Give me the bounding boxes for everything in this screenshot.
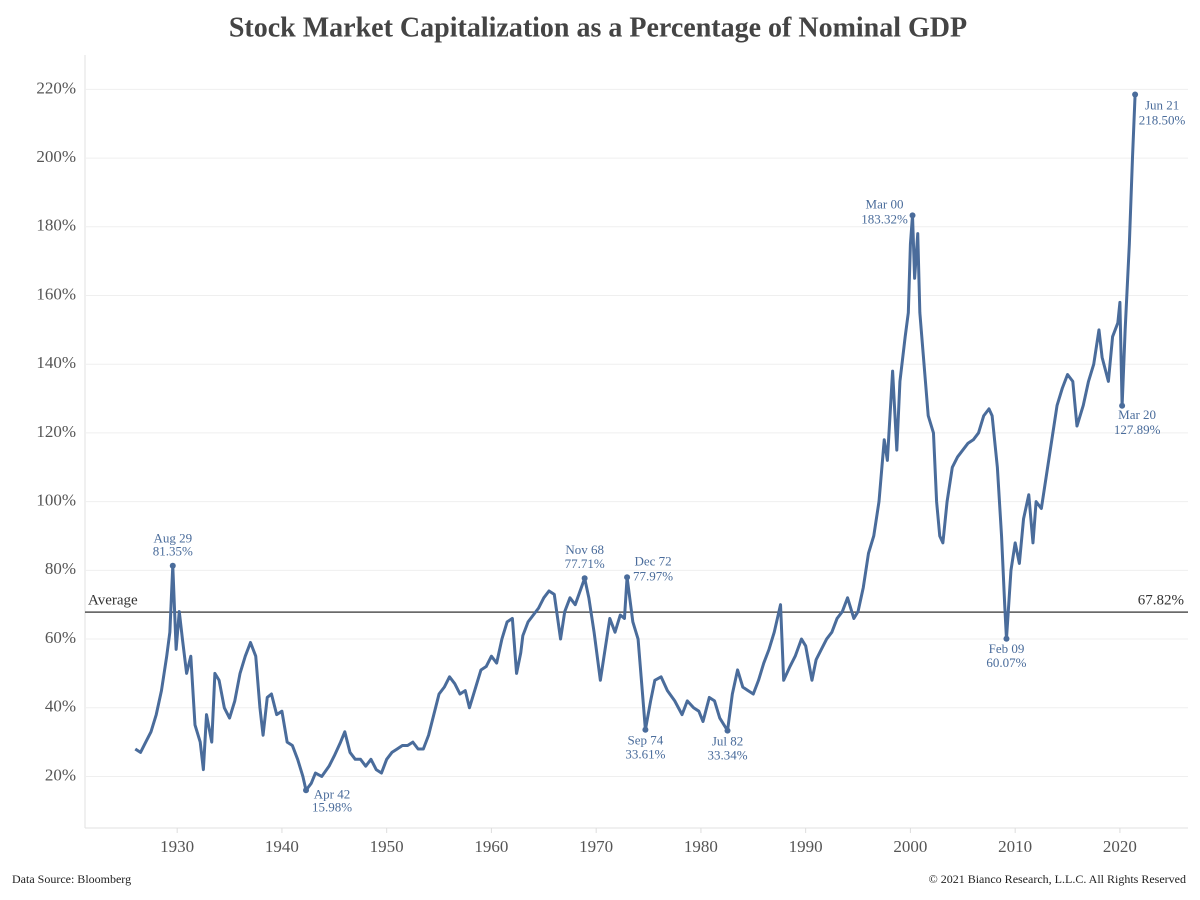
chart-title: Stock Market Capitalization as a Percent… <box>229 12 967 43</box>
y-tick-label: 20% <box>45 765 76 784</box>
average-label: Average <box>88 593 138 609</box>
copyright-note: © 2021 Bianco Research, L.L.C. All Right… <box>929 872 1186 886</box>
annotation-value: 81.35% <box>153 544 193 559</box>
annotation-value: 33.61% <box>625 747 665 762</box>
x-tick-label: 2010 <box>998 837 1032 856</box>
annotation-point <box>581 575 588 582</box>
annotation-point <box>724 727 731 734</box>
x-tick-label: 1980 <box>684 837 718 856</box>
annotation-date: Apr 42 <box>314 786 350 801</box>
x-tick-label: 1970 <box>579 837 613 856</box>
annotation-date: Aug 29 <box>153 531 192 546</box>
annotation-date: Jun 21 <box>1145 97 1179 112</box>
annotation-value: 15.98% <box>312 799 352 814</box>
y-tick-label: 220% <box>36 78 76 97</box>
annotation-value: 77.71% <box>565 556 605 571</box>
annotation-point <box>303 787 310 794</box>
y-tick-label: 160% <box>36 284 76 303</box>
y-tick-label: 60% <box>45 628 76 647</box>
x-tick-label: 1940 <box>265 837 299 856</box>
annotation-date: Feb 09 <box>989 641 1025 656</box>
x-tick-label: 1960 <box>474 837 508 856</box>
annotation-point <box>909 212 916 219</box>
x-tick-label: 1950 <box>370 837 404 856</box>
y-tick-label: 40% <box>45 697 76 716</box>
x-tick-label: 2000 <box>893 837 927 856</box>
annotation-point <box>624 574 631 581</box>
annotation-value: 77.97% <box>633 568 673 583</box>
source-note: Data Source: Bloomberg <box>12 872 131 886</box>
y-tick-label: 200% <box>36 147 76 166</box>
annotation-date: Mar 20 <box>1118 407 1156 422</box>
annotation-point <box>1003 635 1010 642</box>
annotation-point <box>642 726 649 733</box>
annotation-point <box>1119 402 1126 409</box>
annotation-value: 33.34% <box>707 748 747 763</box>
x-tick-label: 1930 <box>160 837 194 856</box>
y-tick-label: 80% <box>45 559 76 578</box>
average-value-label: 67.82% <box>1138 593 1184 609</box>
annotation-date: Jul 82 <box>712 734 743 749</box>
annotation-date: Sep 74 <box>628 733 664 748</box>
annotation-value: 127.89% <box>1114 422 1161 437</box>
annotation-date: Nov 68 <box>565 542 604 557</box>
y-tick-label: 180% <box>36 216 76 235</box>
annotation-date: Mar 00 <box>866 196 904 211</box>
annotation-point <box>1132 91 1139 98</box>
y-tick-label: 120% <box>36 422 76 441</box>
annotation-value: 60.07% <box>986 655 1026 670</box>
data-line <box>134 94 1137 792</box>
y-tick-label: 100% <box>36 491 76 510</box>
x-tick-label: 1990 <box>789 837 823 856</box>
annotation-point <box>169 562 176 569</box>
x-tick-label: 2020 <box>1103 837 1137 856</box>
annotation-value: 183.32% <box>861 211 908 226</box>
y-tick-label: 140% <box>36 353 76 372</box>
annotation-value: 218.50% <box>1139 112 1186 127</box>
annotation-date: Dec 72 <box>634 553 671 568</box>
